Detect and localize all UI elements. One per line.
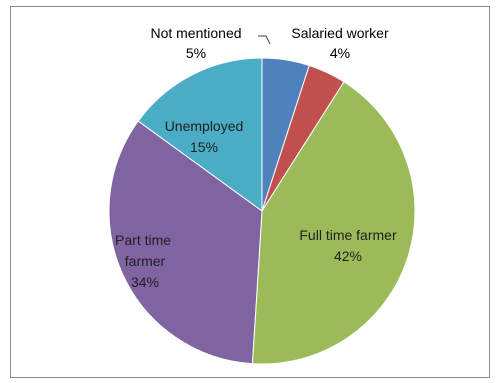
pie-slices	[108, 57, 416, 365]
label-unemployed-value: 15%	[190, 139, 218, 155]
label-not-mentioned-name: Not mentioned	[150, 25, 241, 41]
pie-slice-part-time-farmer	[108, 120, 263, 365]
leader-line-not-mentioned	[258, 35, 271, 45]
label-salaried-worker-name: Salaried worker	[291, 25, 389, 41]
label-not-mentioned-value: 5%	[186, 45, 206, 61]
label-part-time-farmer-name: Part time farmer	[115, 232, 175, 269]
label-full-time-farmer-name: Full time farmer	[299, 227, 397, 243]
pie-slice-full-time-farmer	[251, 81, 416, 365]
label-full-time-farmer-value: 42%	[334, 248, 362, 264]
label-part-time-farmer-name-line1: Part time	[115, 232, 171, 248]
label-part-time-farmer-value: 34%	[131, 274, 159, 290]
pie-slice-unemployed	[137, 57, 263, 212]
label-part-time-farmer-name-line2: farmer	[125, 253, 166, 269]
label-unemployed-name: Unemployed	[165, 118, 244, 134]
label-salaried-worker-value: 4%	[330, 45, 350, 61]
